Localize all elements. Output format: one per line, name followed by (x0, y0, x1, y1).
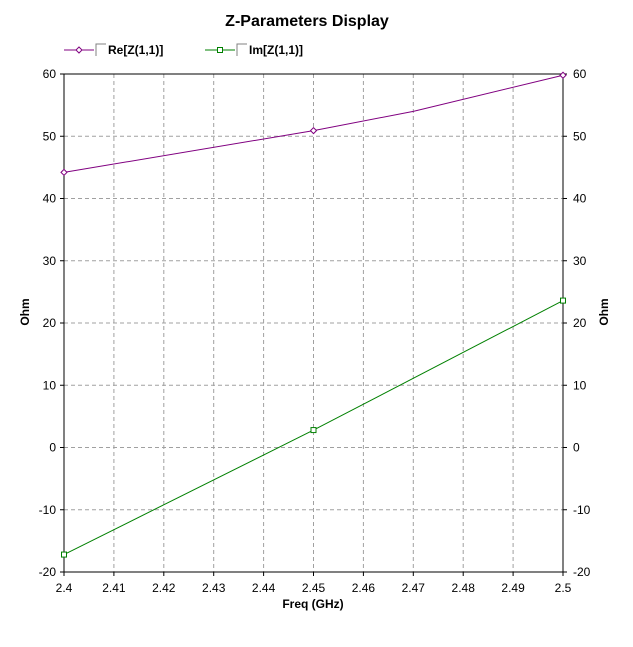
y-tick-label-right: 40 (573, 192, 587, 206)
x-axis-label: Freq (GHz) (282, 597, 343, 611)
y-tick-label-left: 10 (43, 378, 57, 392)
y-axis-label-left: Ohm (18, 298, 32, 325)
y-tick-label-left: 30 (43, 254, 57, 268)
y-tick-label-left: 40 (43, 192, 57, 206)
legend-marker-re (75, 46, 83, 54)
y-axis-left: 60 50 40 30 20 10 0 -10 -20 (39, 67, 64, 579)
data-point-0 (559, 71, 567, 79)
x-tick-label: 2.43 (202, 581, 226, 595)
y-tick-label-right: -20 (573, 565, 591, 579)
legend-marker-im (217, 47, 223, 53)
chart-title: Z-Parameters Display (225, 13, 389, 30)
y-tick-label-right: 60 (573, 67, 587, 81)
legend-entry-im[interactable]: Im[Z(1,1)] (205, 43, 303, 57)
data-point-0 (309, 126, 318, 135)
legend: Re[Z(1,1)] Im[Z(1,1)] (64, 43, 303, 57)
data-point-1 (61, 551, 67, 558)
series-group (60, 71, 567, 558)
legend-check-re (95, 43, 106, 56)
y-tick-label-right: -10 (573, 503, 591, 517)
x-tick-label: 2.44 (252, 581, 276, 595)
x-axis: 2.4 2.41 2.42 2.43 2.44 2.45 2.46 2.47 2.48 2.49 2… (56, 572, 572, 595)
y-axis-label-right: Ohm (597, 298, 611, 325)
legend-check-im (236, 43, 247, 56)
y-tick-label-left: 50 (43, 129, 57, 143)
y-tick-label-left: 60 (43, 67, 57, 81)
x-tick-label: 2.4 (56, 581, 73, 595)
x-tick-label: 2.5 (555, 581, 572, 595)
data-point-1 (560, 297, 566, 304)
y-tick-label-right: 0 (573, 441, 580, 455)
legend-label-re: Re[Z(1,1)] (108, 43, 163, 57)
y-tick-label-right: 10 (573, 378, 587, 392)
y-tick-label-left: -10 (39, 503, 57, 517)
y-tick-label-right: 50 (573, 129, 587, 143)
grid (64, 74, 563, 572)
x-tick-label: 2.41 (102, 581, 126, 595)
x-tick-label: 2.47 (402, 581, 426, 595)
x-tick-label: 2.46 (352, 581, 376, 595)
legend-label-im: Im[Z(1,1)] (249, 43, 303, 57)
y-tick-label-left: 20 (43, 316, 57, 330)
x-tick-label: 2.49 (501, 581, 525, 595)
legend-entry-re[interactable]: Re[Z(1,1)] (64, 43, 163, 57)
y-tick-label-left: -20 (39, 565, 57, 579)
y-tick-label-right: 30 (573, 254, 587, 268)
y-tick-label-left: 0 (49, 441, 56, 455)
y-axis-right: 60 50 40 30 20 10 0 -10 -20 (563, 67, 591, 579)
data-point-0 (60, 168, 68, 177)
y-tick-label-right: 20 (573, 316, 587, 330)
series-line-0 (63, 74, 564, 173)
data-point-1 (310, 427, 317, 434)
x-tick-label: 2.42 (152, 581, 176, 595)
x-tick-label: 2.48 (452, 581, 476, 595)
x-tick-label: 2.45 (302, 581, 326, 595)
